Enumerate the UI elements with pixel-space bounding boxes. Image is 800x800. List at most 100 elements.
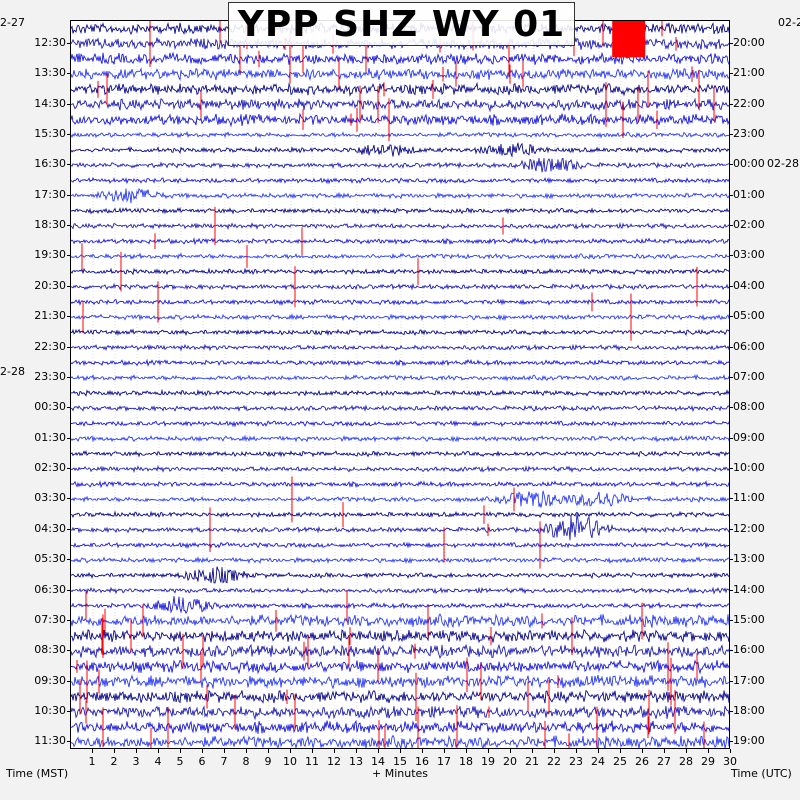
axis-tick <box>67 225 70 227</box>
axis-tick <box>444 749 445 753</box>
saturated-signal-block <box>612 21 646 58</box>
trace-line-14 <box>71 222 729 231</box>
trace-line-19 <box>71 298 729 307</box>
axis-tick <box>67 346 70 348</box>
right-time-label: 21:00 <box>733 66 765 80</box>
right-time-label: 23:00 <box>733 126 765 140</box>
axis-tick <box>67 528 70 530</box>
right-date-label: 02-28 <box>767 157 799 171</box>
right-time-label: 08:00 <box>733 400 765 414</box>
axis-tick <box>114 749 115 753</box>
axis-tick <box>224 749 225 753</box>
axis-tick <box>730 559 733 561</box>
right-time-label: 09:00 <box>733 430 765 444</box>
left-time-label: 14:30 <box>34 96 66 110</box>
trace-line-34 <box>71 513 729 541</box>
axis-tick <box>158 749 159 753</box>
axis-tick <box>246 749 247 753</box>
x-tick-label: 27 <box>657 755 671 768</box>
axis-tick <box>730 316 733 318</box>
left-time-label: 15:30 <box>34 126 66 140</box>
x-tick-label: 30 <box>723 755 737 768</box>
axis-tick <box>67 741 70 743</box>
axis-tick <box>67 376 70 378</box>
left-time-label: 18:30 <box>34 218 66 232</box>
axis-tick <box>730 680 733 682</box>
right-time-label: 20:00 <box>733 35 765 49</box>
trace-line-48 <box>71 734 729 748</box>
trace-line-47 <box>71 720 729 735</box>
x-tick-label: 25 <box>613 755 627 768</box>
axis-tick <box>730 376 733 378</box>
x-tick-label: 22 <box>547 755 561 768</box>
axis-tick <box>268 749 269 753</box>
x-tick-label: 9 <box>264 755 272 768</box>
axis-tick <box>730 619 733 621</box>
x-tick-label: 13 <box>349 755 363 768</box>
axis-tick <box>67 73 70 75</box>
trace-line-46 <box>71 705 729 721</box>
trace-line-35 <box>71 541 729 550</box>
trace-line-41 <box>71 628 729 644</box>
seismogram-traces <box>71 21 729 748</box>
axis-tick <box>67 498 70 500</box>
x-tick-label: 17 <box>437 755 451 768</box>
right-time-label: 05:00 <box>733 309 765 323</box>
left-time-label: 11:30 <box>34 734 66 748</box>
left-time-label: 06:30 <box>34 582 66 596</box>
axis-tick <box>730 164 733 166</box>
axis-tick <box>400 749 401 753</box>
left-time-label: 01:30 <box>34 430 66 444</box>
trace-line-27 <box>71 419 729 428</box>
axis-tick <box>730 437 733 439</box>
trace-line-13 <box>71 207 729 215</box>
trace-line-10 <box>71 157 729 173</box>
axis-tick <box>730 133 733 135</box>
trace-line-39 <box>71 596 729 615</box>
left-time-label: 17:30 <box>34 187 66 201</box>
right-time-label: 14:00 <box>733 582 765 596</box>
axis-tick <box>642 749 643 753</box>
axis-tick <box>67 42 70 44</box>
trace-line-17 <box>71 267 729 276</box>
trace-line-28 <box>71 434 729 443</box>
axis-tick <box>730 42 733 44</box>
left-time-label: 03:30 <box>34 491 66 505</box>
right-time-label: 15:00 <box>733 612 765 626</box>
trace-line-40 <box>71 613 729 629</box>
x-tick-label: 12 <box>327 755 341 768</box>
x-tick-label: 28 <box>679 755 693 768</box>
axis-tick <box>730 589 733 591</box>
axis-tick <box>67 437 70 439</box>
trace-line-21 <box>71 328 729 337</box>
right-time-label: 16:00 <box>733 643 765 657</box>
left-time-label: 00:30 <box>34 400 66 414</box>
left-time-label: 04:30 <box>34 521 66 535</box>
axis-tick <box>334 749 335 753</box>
x-tick-label: 7 <box>220 755 228 768</box>
axis-tick <box>488 749 489 753</box>
axis-tick <box>67 619 70 621</box>
left-date-label: 2-27 <box>0 15 25 29</box>
trace-line-32 <box>71 490 729 508</box>
axis-tick <box>708 749 709 753</box>
axis-tick <box>378 749 379 753</box>
axis-tick <box>92 749 93 753</box>
x-tick-label: 20 <box>503 755 517 768</box>
left-date-label: 2-28 <box>0 364 25 378</box>
trace-line-30 <box>71 465 729 474</box>
axis-tick <box>67 255 70 257</box>
x-tick-label: 29 <box>701 755 715 768</box>
axis-tick <box>67 589 70 591</box>
x-tick-label: 21 <box>525 755 539 768</box>
axis-tick <box>730 194 733 196</box>
trace-line-7 <box>71 112 729 128</box>
x-tick-label: 24 <box>591 755 605 768</box>
axis-tick <box>67 559 70 561</box>
trace-line-5 <box>71 81 729 97</box>
right-time-label: 04:00 <box>733 278 765 292</box>
x-tick-label: 14 <box>371 755 385 768</box>
axis-tick <box>730 749 731 753</box>
axis-tick <box>356 749 357 753</box>
axis-tick <box>730 711 733 713</box>
